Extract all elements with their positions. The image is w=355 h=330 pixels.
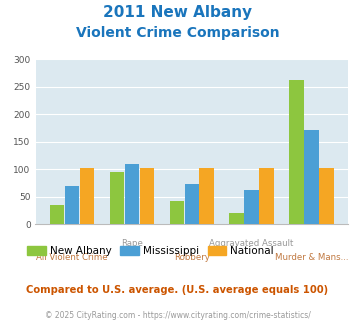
Text: 2011 New Albany: 2011 New Albany	[103, 5, 252, 20]
Bar	[200, 168, 214, 224]
Text: © 2025 CityRating.com - https://www.cityrating.com/crime-statistics/: © 2025 CityRating.com - https://www.city…	[45, 311, 310, 320]
Bar	[125, 164, 139, 224]
Bar	[304, 130, 319, 224]
Text: All Violent Crime: All Violent Crime	[36, 253, 108, 262]
Bar	[289, 80, 304, 224]
Legend: New Albany, Mississippi, National: New Albany, Mississippi, National	[23, 242, 278, 260]
Bar	[140, 168, 154, 224]
Bar	[245, 190, 259, 224]
Bar	[229, 213, 244, 224]
Bar	[260, 168, 274, 224]
Text: Violent Crime Comparison: Violent Crime Comparison	[76, 26, 279, 40]
Text: Rape: Rape	[121, 239, 143, 248]
Bar	[185, 184, 199, 224]
Bar	[80, 168, 94, 224]
Bar	[50, 205, 64, 224]
Bar	[65, 186, 79, 224]
Bar	[170, 201, 184, 224]
Text: Robbery: Robbery	[174, 253, 210, 262]
Text: Murder & Mans...: Murder & Mans...	[275, 253, 348, 262]
Bar	[319, 168, 334, 224]
Bar	[110, 172, 124, 224]
Text: Aggravated Assault: Aggravated Assault	[209, 239, 294, 248]
Text: Compared to U.S. average. (U.S. average equals 100): Compared to U.S. average. (U.S. average …	[26, 285, 329, 295]
